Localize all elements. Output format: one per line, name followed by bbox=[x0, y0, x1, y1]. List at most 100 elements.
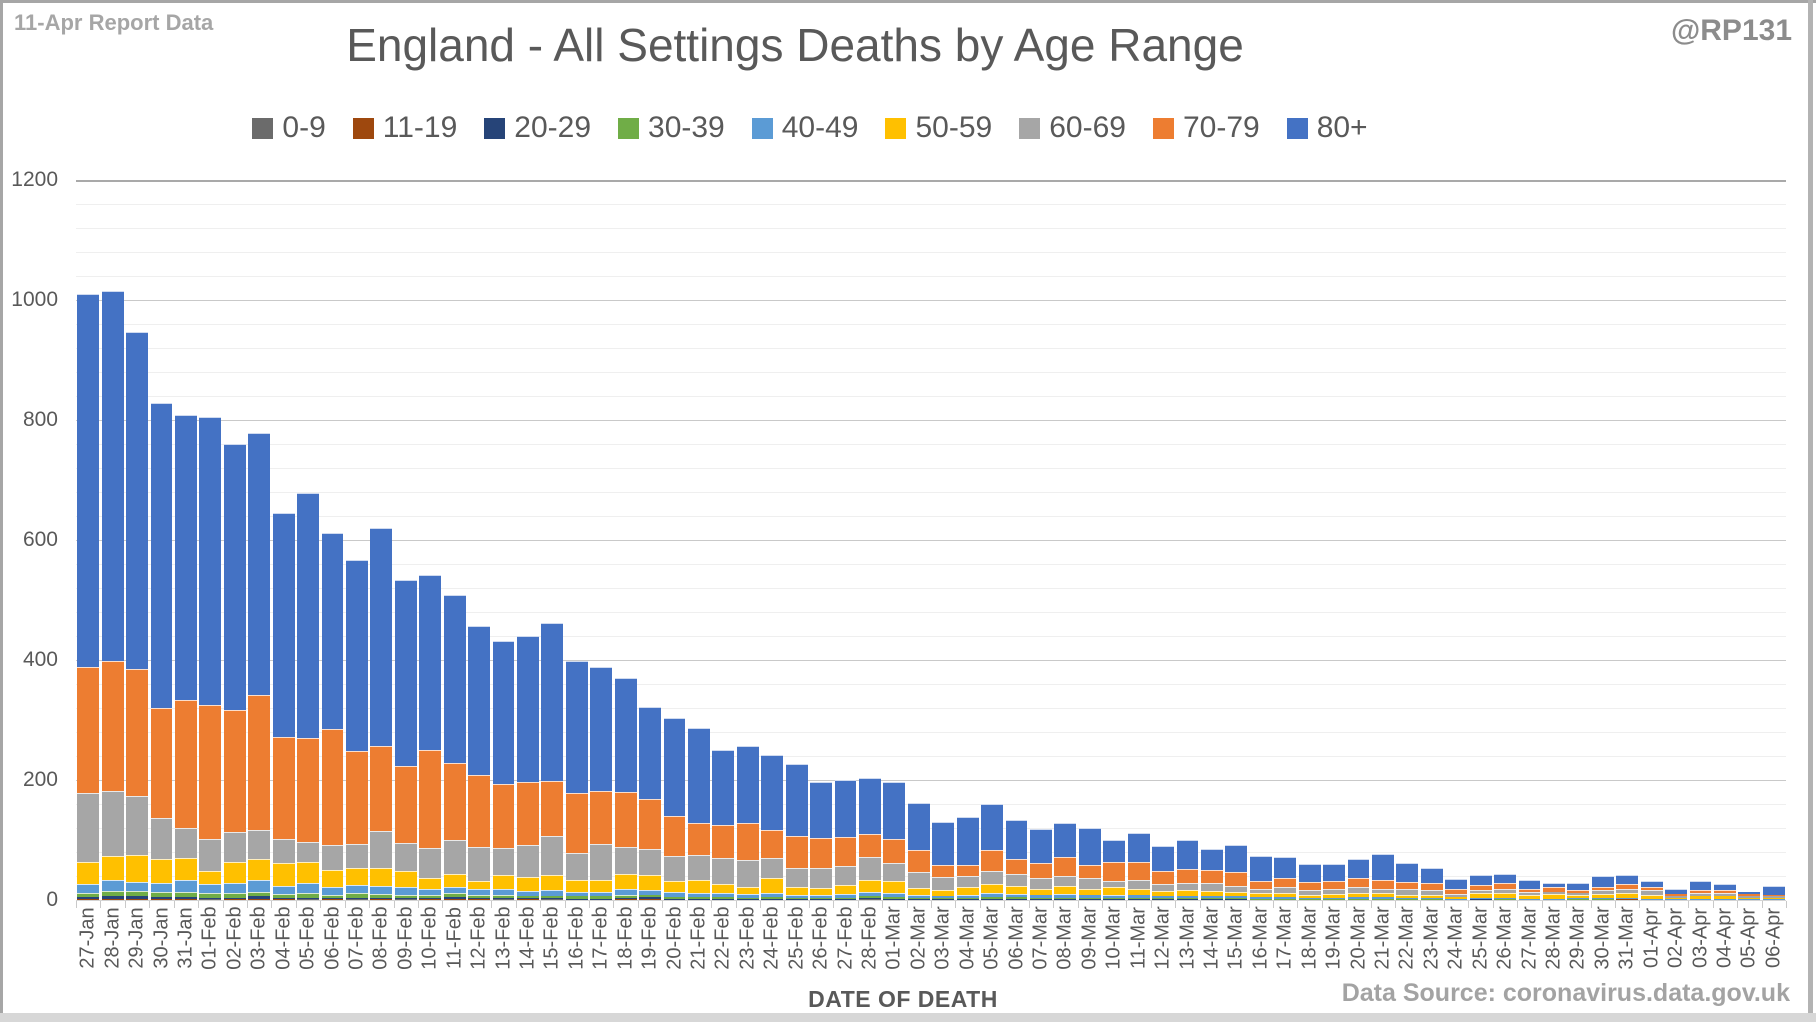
x-tick-label: 29-Jan bbox=[125, 907, 148, 969]
x-tick-label: 24-Mar bbox=[1444, 906, 1467, 970]
bar-08-Mar-50-59 bbox=[1054, 886, 1077, 894]
bar-18-Mar-0-9 bbox=[1298, 899, 1321, 900]
x-tick-label: 26-Mar bbox=[1493, 906, 1516, 970]
axis-tick bbox=[418, 901, 419, 908]
x-tick-label: 30-Jan bbox=[150, 907, 172, 969]
bar-14-Mar-80+ bbox=[1201, 849, 1223, 870]
bar-27-Mar-50-59 bbox=[1518, 894, 1541, 899]
bar-31-Mar-40-49 bbox=[1616, 898, 1639, 900]
axis-tick bbox=[1346, 901, 1348, 908]
bar-28-Jan-80+ bbox=[101, 291, 124, 661]
bar-24-Mar-50-59 bbox=[1445, 897, 1468, 899]
gridline-major bbox=[76, 420, 1786, 421]
window-border-left bbox=[0, 0, 3, 1022]
axis-tick bbox=[1761, 901, 1763, 908]
bar-08-Feb-70-79 bbox=[370, 745, 393, 831]
bar-02-Mar-40-49 bbox=[907, 895, 930, 899]
bar-05-Mar-50-59 bbox=[981, 884, 1003, 894]
data-source-label: Data Source: coronavirus.data.gov.uk bbox=[1341, 979, 1790, 1007]
bar-31-Mar-60-69 bbox=[1616, 888, 1639, 893]
bar-14-Feb-50-59 bbox=[517, 876, 539, 891]
axis-tick bbox=[686, 901, 688, 908]
window-border-right bbox=[1808, 0, 1813, 1022]
x-tick-label: 30-Mar bbox=[1591, 906, 1614, 970]
bar-04-Feb-70-79 bbox=[272, 736, 295, 840]
gridline-minor bbox=[76, 804, 1786, 805]
bar-22-Mar-0-9 bbox=[1396, 899, 1419, 900]
y-tick-label: 800 bbox=[22, 408, 58, 431]
bar-01-Feb-60-69 bbox=[199, 839, 222, 871]
bar-25-Mar-60-69 bbox=[1469, 889, 1492, 893]
axis-tick bbox=[149, 901, 151, 908]
axis-tick bbox=[442, 901, 444, 908]
bar-29-Jan-70-79 bbox=[126, 669, 148, 797]
bar-23-Mar-80+ bbox=[1420, 868, 1443, 884]
gridline-minor bbox=[76, 372, 1786, 373]
bar-01-Feb-50-59 bbox=[199, 870, 222, 884]
bar-30-Mar-60-69 bbox=[1591, 889, 1614, 894]
bar-04-Apr-80+ bbox=[1714, 883, 1736, 890]
bar-26-Mar-50-59 bbox=[1494, 893, 1516, 899]
bar-08-Feb-20-29 bbox=[370, 898, 393, 900]
bar-17-Feb-60-69 bbox=[590, 844, 613, 881]
bar-27-Jan-40-49 bbox=[77, 884, 100, 893]
bar-27-Jan-20-29 bbox=[77, 897, 100, 899]
bar-07-Feb-80+ bbox=[346, 559, 368, 752]
x-tick-label: 28-Jan bbox=[101, 907, 124, 969]
bar-26-Feb-30-39 bbox=[810, 898, 832, 899]
bar-08-Feb-60-69 bbox=[370, 831, 393, 869]
bar-06-Apr-40-49 bbox=[1762, 899, 1785, 900]
x-tick-label: 18-Mar bbox=[1298, 906, 1321, 970]
bar-24-Feb-80+ bbox=[761, 754, 784, 830]
bar-15-Feb-30-39 bbox=[541, 895, 564, 899]
bar-21-Feb-20-29 bbox=[688, 898, 710, 900]
legend-label-80+: 80+ bbox=[1316, 111, 1368, 144]
bar-11-Mar-11-19 bbox=[1127, 899, 1150, 900]
bar-05-Feb-60-69 bbox=[297, 841, 319, 862]
bar-29-Jan-60-69 bbox=[126, 796, 148, 855]
axis-tick bbox=[222, 901, 224, 908]
bar-09-Feb-40-49 bbox=[394, 886, 417, 895]
bar-11-Feb-80+ bbox=[443, 595, 466, 764]
bar-17-Feb-30-39 bbox=[590, 896, 613, 899]
bar-05-Feb-70-79 bbox=[297, 738, 319, 842]
gridline-minor bbox=[76, 348, 1786, 349]
bar-06-Feb-11-19 bbox=[321, 899, 344, 900]
axis-tick bbox=[857, 901, 859, 908]
window-border-bottom bbox=[0, 1013, 1816, 1022]
bar-01-Mar-50-59 bbox=[883, 880, 906, 893]
bar-30-Jan-50-59 bbox=[150, 859, 173, 883]
bar-21-Feb-30-39 bbox=[688, 897, 710, 899]
gridline-minor bbox=[76, 252, 1786, 253]
bar-09-Mar-60-69 bbox=[1078, 877, 1101, 889]
bar-04-Feb-20-29 bbox=[272, 898, 295, 900]
axis-tick bbox=[1126, 901, 1128, 908]
bar-03-Mar-40-49 bbox=[932, 895, 955, 899]
bar-10-Feb-11-19 bbox=[419, 899, 442, 900]
bar-27-Mar-60-69 bbox=[1518, 891, 1541, 895]
bar-07-Mar-50-59 bbox=[1030, 888, 1052, 896]
bar-26-Mar-30-39 bbox=[1494, 899, 1516, 900]
axis-tick bbox=[1297, 901, 1299, 908]
bar-17-Feb-0-9 bbox=[590, 899, 613, 900]
bar-07-Mar-40-49 bbox=[1030, 895, 1052, 898]
axis-tick bbox=[1175, 901, 1177, 908]
bar-05-Apr-80+ bbox=[1738, 891, 1761, 894]
bar-21-Feb-50-59 bbox=[688, 880, 710, 893]
legend-swatch-icon-30-39 bbox=[618, 117, 640, 139]
x-tick-label: 08-Mar bbox=[1053, 906, 1076, 970]
bar-08-Feb-80+ bbox=[370, 528, 393, 746]
bar-04-Mar-70-79 bbox=[956, 864, 979, 876]
x-tick-label: 27-Jan bbox=[76, 907, 99, 969]
bar-04-Mar-0-9 bbox=[956, 899, 979, 900]
bar-28-Feb-20-29 bbox=[859, 898, 881, 900]
bar-22-Mar-60-69 bbox=[1396, 889, 1419, 895]
bar-28-Mar-70-79 bbox=[1543, 887, 1565, 892]
axis-tick bbox=[271, 901, 273, 908]
y-tick-label: 1200 bbox=[11, 168, 58, 191]
bar-05-Feb-0-9 bbox=[297, 899, 319, 900]
bar-28-Jan-60-69 bbox=[101, 790, 124, 857]
bar-17-Mar-60-69 bbox=[1274, 887, 1297, 893]
x-tick-label: 21-Feb bbox=[687, 906, 710, 970]
